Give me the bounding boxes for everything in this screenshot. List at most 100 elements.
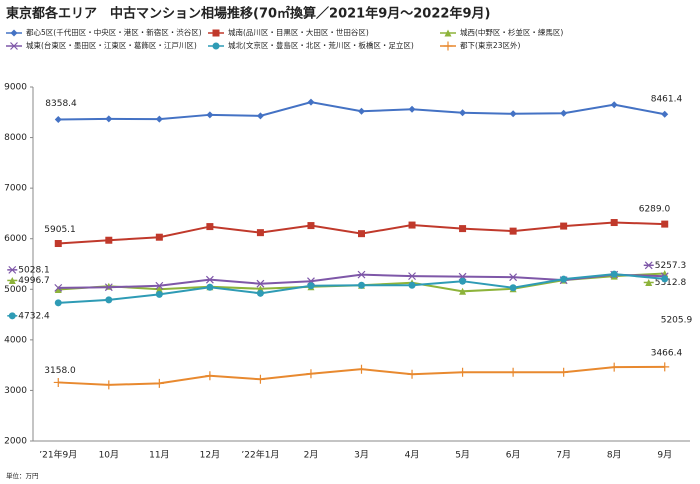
legend-label: 城北(文京区・豊島区・北区・荒川区・板橋区・足立区) — [228, 40, 414, 50]
label-marker — [8, 276, 16, 284]
data-point — [154, 378, 164, 388]
data-point — [206, 283, 214, 291]
data-label: 3158.0 — [44, 366, 76, 376]
x-tick-label: ’21年9月 — [39, 449, 77, 461]
data-point — [560, 109, 568, 117]
data-point — [104, 283, 113, 292]
data-label: 5312.8 — [655, 278, 687, 288]
data-point — [509, 284, 517, 292]
data-point — [407, 369, 417, 379]
label-marker — [644, 261, 653, 270]
legend-marker — [443, 41, 453, 51]
data-point — [357, 270, 366, 279]
data-point — [206, 111, 214, 119]
data-point — [408, 281, 416, 289]
legend-marker — [444, 29, 452, 37]
data-point — [155, 233, 163, 241]
legend-marker — [10, 42, 18, 50]
data-point — [508, 367, 518, 377]
data-point — [357, 364, 366, 374]
data-point — [205, 371, 215, 381]
y-tick-label: 5000 — [4, 285, 27, 295]
data-label: 8461.4 — [651, 95, 683, 105]
data-point — [104, 380, 114, 390]
data-point — [358, 281, 365, 289]
data-point — [459, 287, 467, 295]
data-label: 8358.4 — [45, 99, 77, 109]
legend-label: 都心5区(千代田区・中央区・港区・新宿区・渋谷区) — [26, 27, 202, 37]
x-tick-label: 9月 — [657, 450, 672, 461]
data-point — [256, 229, 264, 237]
y-tick-label: 8000 — [4, 133, 27, 143]
data-point — [155, 285, 163, 293]
y-tick-label: 9000 — [4, 83, 27, 93]
label-marker — [8, 312, 16, 320]
x-tick-label: ’22年1月 — [241, 449, 279, 461]
data-point — [459, 225, 467, 233]
data-point — [155, 290, 163, 298]
legend-label: 都下(東京23区外) — [460, 40, 520, 50]
y-tick-label: 3000 — [4, 386, 27, 396]
x-tick-label: 12月 — [200, 450, 220, 461]
data-label: 4732.4 — [18, 311, 50, 321]
data-point — [358, 107, 365, 115]
data-label: 4996.7 — [18, 276, 50, 286]
data-point — [660, 362, 670, 372]
data-point — [256, 112, 264, 120]
data-point — [509, 273, 518, 282]
data-point — [509, 110, 517, 118]
legend-marker — [10, 29, 18, 37]
x-tick-label: 4月 — [405, 450, 420, 461]
x-tick-label: 7月 — [556, 450, 571, 461]
y-tick-label: 7000 — [4, 184, 27, 194]
data-point — [54, 283, 63, 292]
data-point — [256, 289, 264, 297]
data-point — [105, 115, 113, 123]
data-point — [205, 275, 214, 284]
data-point — [458, 367, 468, 377]
label-marker — [645, 278, 653, 286]
y-tick-label: 4000 — [4, 335, 27, 345]
data-label: 3466.4 — [651, 348, 683, 358]
data-point — [53, 377, 63, 387]
data-point — [610, 270, 618, 278]
x-tick-label: 3月 — [354, 450, 369, 461]
data-point — [54, 115, 62, 123]
data-point — [609, 362, 619, 372]
data-point — [255, 374, 265, 384]
data-point — [408, 272, 416, 281]
x-tick-label: 2月 — [304, 450, 319, 461]
data-point — [54, 285, 62, 293]
data-point — [155, 281, 164, 290]
data-label: 5905.1 — [44, 225, 75, 235]
data-point — [54, 299, 62, 307]
y-tick-label: 2000 — [4, 437, 27, 447]
data-point — [459, 277, 467, 285]
data-point — [560, 275, 568, 283]
data-point — [206, 223, 214, 231]
data-point — [661, 275, 669, 283]
legend-marker — [212, 29, 220, 37]
data-point — [54, 240, 62, 248]
x-tick-label: 11月 — [149, 450, 169, 461]
data-point — [560, 222, 568, 230]
x-tick-label: 5月 — [455, 450, 470, 461]
data-point — [408, 221, 416, 229]
legend-marker — [212, 42, 220, 50]
data-point — [358, 230, 365, 238]
data-point — [105, 236, 113, 244]
label-marker — [8, 265, 17, 274]
data-label: 5257.3 — [655, 261, 687, 271]
unit-note: 単位：万円 — [6, 471, 39, 480]
data-point — [610, 219, 618, 227]
y-tick-label: 6000 — [4, 234, 27, 244]
x-tick-label: 6月 — [506, 450, 521, 461]
data-point — [610, 101, 618, 109]
data-point — [408, 105, 416, 113]
data-point — [306, 369, 316, 379]
legend-label: 城東(台東区・墨田区・江東区・葛飾区・江戸川区) — [26, 40, 197, 50]
x-tick-label: 10月 — [99, 450, 119, 461]
data-point — [155, 115, 163, 123]
x-tick-label: 8月 — [607, 450, 622, 461]
data-point — [661, 110, 669, 118]
